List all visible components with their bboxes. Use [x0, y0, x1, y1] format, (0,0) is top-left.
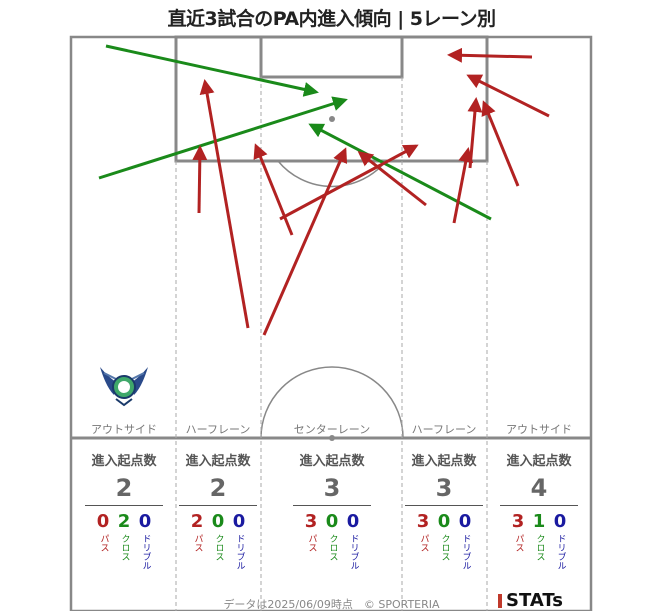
stat-cross-label: クロス — [213, 534, 224, 561]
stat-pass-count: 0 — [96, 511, 110, 532]
pass-arrow — [192, 145, 208, 214]
stat-dribble-count: 0 — [138, 511, 152, 532]
center-circle — [260, 366, 404, 439]
stat-pass-count: 3 — [416, 511, 430, 532]
brand-mark-icon — [498, 593, 502, 608]
lane-label-halfspace-left: ハーフレーン — [185, 423, 251, 436]
penalty-spot — [329, 116, 335, 122]
stat-dribble-count: 0 — [232, 511, 246, 532]
stat-dribble-label: ドリブル — [348, 534, 359, 570]
chart-title: 直近3試合のPA内進入傾向 | 5レーン別 — [167, 8, 496, 30]
stat-total: 2 — [115, 474, 133, 502]
cross-arrow — [98, 96, 348, 180]
lane-label-center: センターレーン — [293, 423, 371, 436]
stat-cross-count: 0 — [437, 511, 451, 532]
stat-dribble-label: ドリブル — [555, 534, 566, 570]
stat-divider — [405, 505, 483, 506]
pass-arrow — [262, 147, 348, 336]
stat-divider — [500, 505, 578, 506]
pass-arrow — [279, 144, 419, 221]
stat-divider — [179, 505, 257, 506]
stat-pass-label: パス — [513, 534, 524, 552]
stat-heading: 進入起点数 — [185, 454, 251, 469]
stat-dribble-count: 0 — [553, 511, 567, 532]
stat-dribble-count: 0 — [346, 511, 360, 532]
stat-heading: 進入起点数 — [91, 454, 157, 469]
lane-label-outside-left: アウトサイド — [91, 423, 157, 436]
stat-cross-count: 2 — [117, 511, 131, 532]
stat-total: 2 — [209, 474, 227, 502]
stat-pass-label: パス — [418, 534, 429, 552]
entry-arrows — [98, 44, 550, 336]
stat-cross-count: 0 — [325, 511, 339, 532]
goal-area — [259, 35, 404, 79]
footer-note: データは2025/06/09時点 © SPORTERIA — [223, 598, 440, 611]
lane-label-outside-right: アウトサイド — [506, 423, 572, 436]
stat-dribble-label: ドリブル — [460, 534, 471, 570]
stat-cross-count: 0 — [211, 511, 225, 532]
lane-stats-halfspace-right: 進入起点数 3 3 パス 0 クロス 0 ドリブル — [399, 450, 489, 570]
stat-dribble-label: ドリブル — [234, 534, 245, 570]
brand-name: STATs — [506, 590, 563, 611]
pass-arrow — [199, 79, 250, 329]
stat-cross-label: クロス — [119, 534, 130, 561]
lane-label-halfspace-right: ハーフレーン — [411, 423, 477, 436]
stat-cross-label: クロス — [327, 534, 338, 561]
stat-total: 3 — [323, 474, 341, 502]
pass-arrow — [447, 47, 533, 63]
stat-pass-label: パス — [192, 534, 203, 552]
pass-arrow — [467, 97, 483, 169]
stat-pass-count: 3 — [511, 511, 525, 532]
pass-arrow — [253, 143, 294, 236]
stat-dribble-count: 0 — [458, 511, 472, 532]
center-spot — [329, 435, 335, 441]
lane-stats-halfspace-left: 進入起点数 2 2 パス 0 クロス 0 ドリブル — [173, 450, 263, 570]
lane-stats-outside-left: 進入起点数 2 0 パス 2 クロス 0 ドリブル — [79, 450, 169, 570]
pass-arrow — [466, 74, 550, 118]
lane-stats-outside-right: 進入起点数 4 3 パス 1 クロス 0 ドリブル — [494, 450, 584, 570]
cross-arrow — [308, 123, 492, 221]
stat-pass-count: 3 — [304, 511, 318, 532]
stat-cross-label: クロス — [534, 534, 545, 561]
stat-total: 4 — [530, 474, 548, 502]
stat-total: 3 — [435, 474, 453, 502]
penalty-area — [174, 35, 489, 163]
team-crest-icon — [100, 367, 148, 407]
stat-heading: 進入起点数 — [299, 454, 365, 469]
stat-divider — [293, 505, 371, 506]
lane-stats-center: 進入起点数 3 3 パス 0 クロス 0 ドリブル — [287, 450, 377, 570]
pass-arrow — [452, 147, 474, 224]
stat-pass-label: パス — [306, 534, 317, 552]
penalty-arc — [277, 160, 387, 188]
stat-dribble-label: ドリブル — [140, 534, 151, 570]
stat-pass-count: 2 — [190, 511, 204, 532]
stat-cross-count: 1 — [532, 511, 546, 532]
stat-heading: 進入起点数 — [411, 454, 477, 469]
stat-divider — [85, 505, 163, 506]
pass-arrow — [357, 151, 427, 207]
cross-arrow — [105, 44, 319, 97]
stat-heading: 進入起点数 — [506, 454, 572, 469]
stat-pass-label: パス — [98, 534, 109, 552]
brand-logo: STATs — [498, 590, 563, 611]
pass-arrow — [481, 100, 520, 187]
stat-cross-label: クロス — [439, 534, 450, 561]
